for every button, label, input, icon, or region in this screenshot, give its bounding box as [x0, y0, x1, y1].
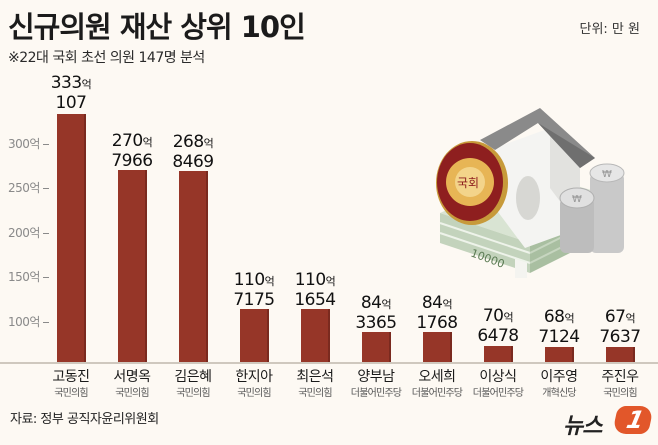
- bar-kimeunhye: [179, 171, 208, 362]
- unit-label: 단위: 만 원: [579, 22, 641, 37]
- bar-party: 국민의힘: [603, 388, 637, 399]
- chart-title: 신규의원 재산 상위 10인: [8, 10, 306, 44]
- bar-value-label: 68억 7124: [538, 307, 580, 347]
- bar-value-label: 84억 1768: [416, 293, 458, 333]
- tick-mark: [42, 233, 49, 234]
- bar-name: 최은석: [296, 369, 334, 385]
- ytick-label: 200억: [8, 226, 40, 240]
- house-icon: [480, 108, 595, 248]
- tick-mark: [42, 144, 49, 145]
- bar-party: 더불어민주당: [350, 388, 402, 399]
- bar-party: 국민의힘: [115, 388, 149, 399]
- tick-mark: [42, 277, 49, 278]
- ytick-300: 300억: [8, 135, 56, 152]
- bar-value-label: 333억 107: [50, 73, 92, 113]
- ytick-200: 200억: [8, 224, 56, 241]
- ytick-label: 250억: [8, 181, 40, 195]
- bar-name: 서명옥: [113, 369, 151, 385]
- ytick-150: 150억: [8, 268, 56, 285]
- bar-name: 오세희: [418, 369, 456, 385]
- bar-name: 주진우: [601, 369, 639, 385]
- bar-jujinwoo: [606, 347, 635, 362]
- bar-choieunseok: [301, 309, 330, 362]
- bar-seomyeongok: [118, 170, 147, 362]
- bar-party: 개혁신당: [542, 388, 576, 399]
- bar-name: 한지아: [235, 369, 273, 385]
- svg-text:₩: ₩: [602, 169, 612, 180]
- bar-value-label: 110억 7175: [233, 270, 275, 310]
- bar-value-label: 67억 7637: [599, 307, 641, 347]
- assembly-seal-icon: 국회: [436, 141, 508, 225]
- bar-party: 더불어민주당: [472, 388, 524, 399]
- svg-text:₩: ₩: [572, 194, 582, 205]
- bar-value-label: 270억 7966: [111, 131, 153, 171]
- bar-value-label: 110억 1654: [294, 270, 336, 310]
- logo-mark-icon: 1: [612, 406, 654, 434]
- bar-gohdongjin: [57, 114, 86, 362]
- ytick-label: 150억: [8, 270, 40, 284]
- source-note: 자료: 정부 공직자윤리위원회: [10, 412, 159, 427]
- bar-value-label: 84억 3365: [355, 293, 397, 333]
- bar-leesangsik: [484, 346, 513, 362]
- ytick-100: 100억: [8, 313, 56, 330]
- bar-name: 이주영: [540, 369, 578, 385]
- ytick-label: 100억: [8, 315, 40, 329]
- ytick-250: 250억: [8, 179, 56, 196]
- bar-party: 국민의힘: [298, 388, 332, 399]
- x-axis-baseline: [0, 362, 658, 364]
- coin-stack-icon: ₩ ₩: [559, 163, 625, 253]
- bar-party: 국민의힘: [237, 388, 271, 399]
- bar-party: 더불어민주당: [411, 388, 463, 399]
- bar-osehui: [423, 332, 452, 362]
- bar-party: 국민의힘: [176, 388, 210, 399]
- bar-name: 김은혜: [174, 369, 212, 385]
- bar-value-label: 70억 6478: [477, 306, 519, 346]
- bar-name: 양부남: [357, 369, 395, 385]
- news1-logo: 뉴스 1: [563, 404, 654, 439]
- bar-value-label: 268억 8469: [172, 132, 214, 172]
- tick-mark: [42, 188, 49, 189]
- bar-leejuyeong: [545, 347, 574, 362]
- ytick-label: 300억: [8, 137, 40, 151]
- tick-mark: [42, 322, 49, 323]
- chart-subtitle: ※22대 국회 초선 의원 147명 분석: [8, 50, 205, 66]
- bar-yangbunam: [362, 332, 391, 362]
- bar-hanjia: [240, 309, 269, 362]
- svg-text:국회: 국회: [457, 176, 479, 190]
- bar-party: 국민의힘: [54, 388, 88, 399]
- house-money-illustration: 10000 국회 ₩ ₩: [436, 108, 625, 278]
- bar-name: 고동진: [52, 369, 90, 385]
- logo-text: 뉴스: [563, 414, 602, 439]
- bar-name: 이상식: [479, 369, 517, 385]
